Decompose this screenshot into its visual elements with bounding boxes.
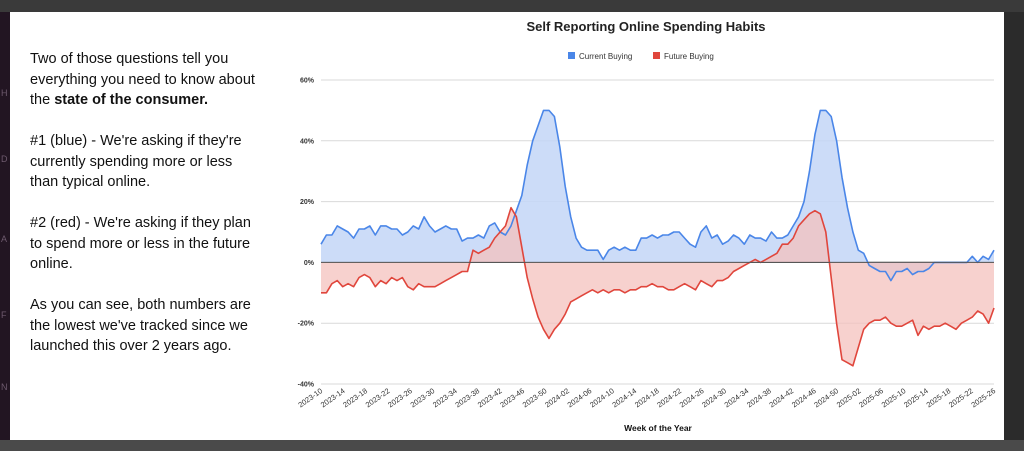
chart-lines bbox=[320, 109, 995, 367]
x-tick-label: 2024-46 bbox=[790, 386, 818, 409]
right-edge-strip bbox=[1004, 12, 1024, 440]
x-tick-label: 2025-22 bbox=[947, 386, 975, 409]
x-tick-label: 2024-30 bbox=[700, 386, 728, 409]
text-panel: Two of those questions tell you everythi… bbox=[30, 49, 260, 377]
x-tick-label: 2024-42 bbox=[768, 386, 796, 409]
x-tick-label: 2025-18 bbox=[925, 386, 953, 409]
side-letter: D bbox=[1, 154, 8, 164]
slide: Two of those questions tell you everythi… bbox=[10, 12, 1004, 440]
x-tick-label: 2024-34 bbox=[723, 386, 751, 409]
x-axis-label: Week of the Year bbox=[624, 423, 692, 433]
x-tick-label: 2024-10 bbox=[588, 386, 616, 409]
legend-swatch-current bbox=[568, 52, 575, 59]
x-tick-label: 2023-26 bbox=[386, 386, 414, 409]
legend-label-future: Future Buying bbox=[664, 52, 714, 61]
x-tick-label: 2024-06 bbox=[566, 386, 594, 409]
y-axis-ticks: 60% 40% 20% 0% -20% -40% bbox=[298, 78, 315, 389]
chart-title: Self Reporting Online Spending Habits bbox=[526, 19, 765, 34]
side-letter: F bbox=[1, 310, 7, 320]
x-tick-label: 2024-26 bbox=[678, 386, 706, 409]
x-tick-label: 2024-14 bbox=[610, 386, 638, 409]
chart-legend: Current Buying Future Buying bbox=[568, 52, 714, 61]
paragraph-red-question: #2 (red) - We're asking if they plan to … bbox=[30, 215, 251, 272]
x-tick-label: 2023-18 bbox=[341, 386, 369, 409]
window-top-bar bbox=[0, 0, 1024, 12]
side-letter: H bbox=[1, 88, 8, 98]
side-letter: A bbox=[1, 234, 8, 244]
y-tick-label: 40% bbox=[300, 138, 315, 145]
x-tick-label: 2023-46 bbox=[498, 386, 526, 409]
x-tick-label: 2025-02 bbox=[835, 386, 863, 409]
paragraph-intro: Two of those questions tell you everythi… bbox=[30, 49, 260, 111]
left-edge-strip: H D A F N bbox=[0, 12, 10, 440]
x-tick-label: 2024-18 bbox=[633, 386, 661, 409]
y-tick-label: -20% bbox=[298, 321, 315, 328]
intro-text: Two of those questions tell you everythi… bbox=[30, 51, 255, 108]
y-tick-label: -40% bbox=[298, 382, 315, 389]
spending-chart: Self Reporting Online Spending Habits Cu… bbox=[296, 19, 997, 433]
x-tick-label: 2023-14 bbox=[319, 386, 347, 409]
x-tick-label: 2025-10 bbox=[880, 386, 908, 409]
window-bottom-bar bbox=[0, 440, 1024, 451]
x-tick-label: 2025-26 bbox=[969, 386, 997, 409]
x-tick-label: 2025-06 bbox=[857, 386, 885, 409]
x-tick-label: 2023-50 bbox=[521, 386, 549, 409]
x-tick-label: 2023-34 bbox=[431, 386, 459, 409]
paragraph-conclusion: As you can see, both numbers are the low… bbox=[30, 297, 251, 354]
x-tick-label: 2024-38 bbox=[745, 386, 773, 409]
x-tick-label: 2024-50 bbox=[812, 386, 840, 409]
side-letter: N bbox=[1, 382, 8, 392]
area-current-buying bbox=[321, 110, 994, 281]
legend-label-current: Current Buying bbox=[579, 52, 632, 61]
x-tick-label: 2023-10 bbox=[296, 386, 324, 409]
x-tick-label: 2024-02 bbox=[543, 386, 571, 409]
line-future-buying bbox=[321, 206, 995, 367]
x-tick-label: 2023-38 bbox=[453, 386, 481, 409]
line-current-buying bbox=[320, 109, 995, 282]
paragraph-blue-question: #1 (blue) - We're asking if they're curr… bbox=[30, 133, 242, 190]
x-tick-label: 2024-22 bbox=[655, 386, 683, 409]
intro-bold-text: state of the consumer. bbox=[54, 92, 209, 108]
area-future-buying bbox=[321, 207, 994, 366]
y-tick-label: 60% bbox=[300, 78, 315, 85]
x-axis-ticks: 2023-102023-142023-182023-222023-262023-… bbox=[296, 386, 997, 409]
x-tick-label: 2023-42 bbox=[476, 386, 504, 409]
x-tick-label: 2023-30 bbox=[409, 386, 437, 409]
x-tick-label: 2023-22 bbox=[364, 386, 392, 409]
legend-swatch-future bbox=[653, 52, 660, 59]
y-tick-label: 20% bbox=[300, 199, 315, 206]
x-tick-label: 2025-14 bbox=[902, 386, 930, 409]
y-tick-label: 0% bbox=[304, 260, 315, 267]
